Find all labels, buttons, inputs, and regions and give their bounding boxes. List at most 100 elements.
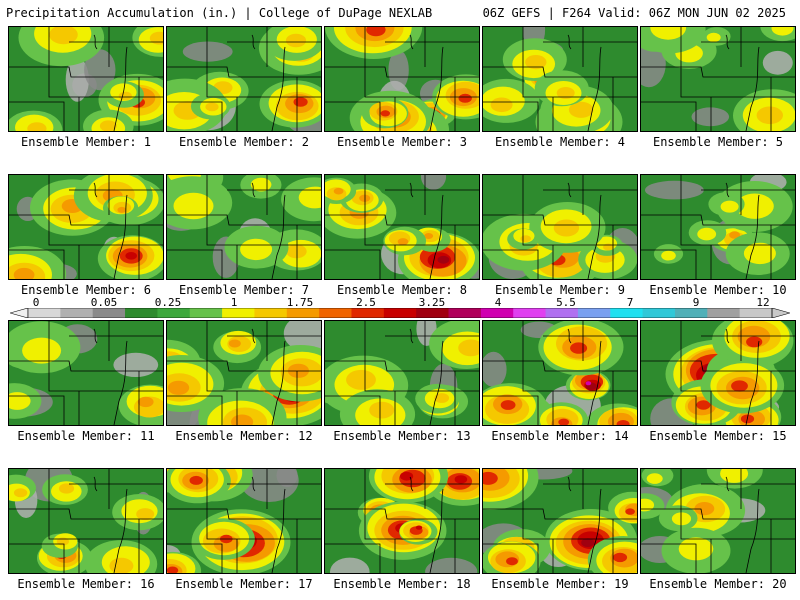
colorbar-swatch <box>480 308 514 318</box>
precip-field-map <box>641 321 795 425</box>
colorbar-swatch <box>513 308 547 318</box>
colorbar-swatch <box>189 308 223 318</box>
precip-field-map <box>641 27 795 131</box>
ensemble-map-panel <box>324 174 480 280</box>
colorbar-swatch <box>125 308 158 318</box>
precip-field-map <box>325 321 479 425</box>
ensemble-map-panel <box>640 468 796 574</box>
colorbar-tick-label: 4 <box>494 296 502 309</box>
colorbar-swatch <box>610 308 644 318</box>
precip-colorbar <box>10 308 790 318</box>
colorbar-swatch <box>642 308 676 318</box>
precip-field-map <box>483 175 637 279</box>
ensemble-member-label: Ensemble Member: 9 <box>494 283 626 297</box>
ensemble-member-label: Ensemble Member: 8 <box>336 283 468 297</box>
ensemble-map-panel <box>166 468 322 574</box>
ensemble-member-label: Ensemble Member: 20 <box>649 577 787 591</box>
ensemble-member-label: Ensemble Member: 4 <box>494 135 626 149</box>
colorbar-swatch <box>577 308 611 318</box>
colorbar-swatch <box>448 308 482 318</box>
colorbar-swatch <box>60 308 94 318</box>
ensemble-member-label: Ensemble Member: 19 <box>491 577 629 591</box>
ensemble-member-label: Ensemble Member: 16 <box>17 577 155 591</box>
colorbar-tick-label: 1.75 <box>286 296 314 309</box>
precip-field-map <box>167 175 321 279</box>
colorbar-tick-label: 0 <box>32 296 40 309</box>
colorbar-swatch <box>739 308 773 318</box>
ensemble-map-panel <box>640 26 796 132</box>
ensemble-map-panel <box>482 174 638 280</box>
ensemble-map-panel <box>8 26 164 132</box>
ensemble-map-panel <box>640 174 796 280</box>
colorbar-tick-label: 1 <box>230 296 238 309</box>
ensemble-member-label: Ensemble Member: 1 <box>20 135 152 149</box>
precip-field-map <box>483 469 637 573</box>
colorbar-swatch <box>157 308 191 318</box>
ensemble-member-label: Ensemble Member: 2 <box>178 135 310 149</box>
colorbar-swatch <box>351 308 385 318</box>
ensemble-member-label: Ensemble Member: 15 <box>649 429 787 443</box>
colorbar-swatch <box>416 308 450 318</box>
colorbar-tick-label: 7 <box>626 296 634 309</box>
precip-field-map <box>641 175 795 279</box>
colorbar-tick-label: 0.25 <box>154 296 182 309</box>
colorbar-swatch <box>319 308 352 318</box>
precip-field-map <box>167 27 321 131</box>
ensemble-member-label: Ensemble Member: 10 <box>649 283 787 297</box>
colorbar-tick-label: 2.5 <box>356 296 376 309</box>
colorbar-tick-label: 3.25 <box>418 296 446 309</box>
colorbar-swatch <box>545 308 579 318</box>
precip-field-map <box>641 469 795 573</box>
colorbar-max-arrow <box>771 308 790 318</box>
ensemble-member-label: Ensemble Member: 14 <box>491 429 629 443</box>
ensemble-member-label: Ensemble Member: 13 <box>333 429 471 443</box>
ensemble-member-label: Ensemble Member: 18 <box>333 577 471 591</box>
precip-field-map <box>325 469 479 573</box>
colorbar-swatch <box>254 308 288 318</box>
colorbar-tick-label: 9 <box>692 296 700 309</box>
ensemble-map-panel <box>166 26 322 132</box>
colorbar-swatch <box>707 308 741 318</box>
ensemble-map-panel <box>8 174 164 280</box>
precip-field-map <box>9 469 163 573</box>
ensemble-map-panel <box>8 468 164 574</box>
precip-field-map <box>483 321 637 425</box>
ensemble-member-label: Ensemble Member: 5 <box>652 135 784 149</box>
ensemble-map-panel <box>324 26 480 132</box>
title-right: 06Z GEFS | F264 Valid: 06Z MON JUN 02 20… <box>482 6 786 20</box>
colorbar-swatch <box>92 308 126 318</box>
ensemble-map-panel <box>166 320 322 426</box>
colorbar-swatch <box>674 308 708 318</box>
ensemble-map-panel <box>166 174 322 280</box>
ensemble-member-label: Ensemble Member: 12 <box>175 429 313 443</box>
ensemble-map-panel <box>482 26 638 132</box>
precip-field-map <box>325 27 479 131</box>
colorbar-tick-label: 12 <box>756 296 770 309</box>
ensemble-member-label: Ensemble Member: 17 <box>175 577 313 591</box>
ensemble-map-panel <box>482 320 638 426</box>
precip-field-map <box>325 175 479 279</box>
ensemble-map-panel <box>640 320 796 426</box>
colorbar-tick-label: 0.05 <box>90 296 118 309</box>
ensemble-member-label: Ensemble Member: 7 <box>178 283 310 297</box>
ensemble-map-panel <box>324 468 480 574</box>
ensemble-member-label: Ensemble Member: 6 <box>20 283 152 297</box>
colorbar-swatch <box>222 308 255 318</box>
precip-field-map <box>9 27 163 131</box>
precip-field-map <box>9 321 163 425</box>
ensemble-map-panel <box>8 320 164 426</box>
ensemble-member-label: Ensemble Member: 3 <box>336 135 468 149</box>
precip-field-map <box>483 27 637 131</box>
ensemble-map-panel <box>324 320 480 426</box>
title-left: Precipitation Accumulation (in.) | Colle… <box>6 6 433 20</box>
ensemble-map-panel <box>482 468 638 574</box>
ensemble-member-label: Ensemble Member: 11 <box>17 429 155 443</box>
precip-field-map <box>167 321 321 425</box>
precip-field-map <box>9 175 163 279</box>
colorbar-swatch <box>286 308 320 318</box>
precip-field-map <box>167 469 321 573</box>
colorbar-swatch <box>383 308 417 318</box>
colorbar-swatch <box>28 308 61 318</box>
colorbar-min-arrow <box>10 308 29 318</box>
colorbar-tick-label: 5.5 <box>556 296 576 309</box>
